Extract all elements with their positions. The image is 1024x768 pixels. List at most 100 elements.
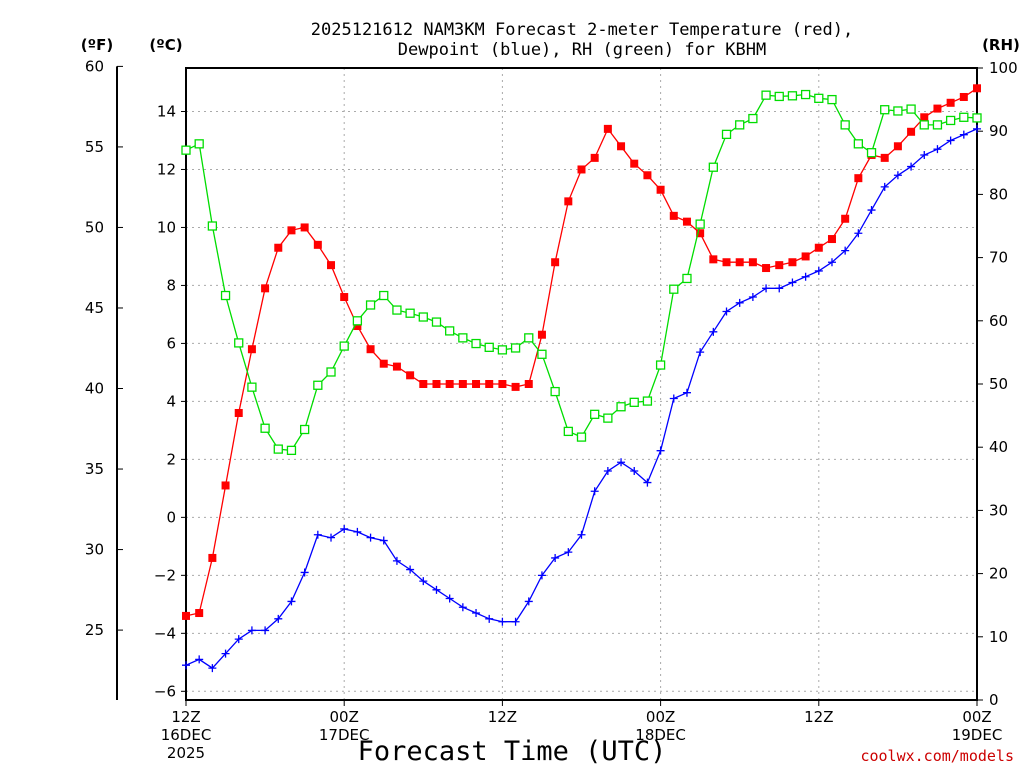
x-axis-title: Forecast Time (UTC) <box>358 736 667 767</box>
data-point <box>617 142 626 151</box>
data-point <box>564 197 573 206</box>
data-point <box>854 229 863 238</box>
data-point <box>907 162 916 171</box>
data-point <box>761 90 771 100</box>
data-point <box>841 246 850 255</box>
data-point <box>182 611 190 620</box>
fahrenheit-tick-label: 40 <box>85 380 104 398</box>
celsius-tick-label: 8 <box>166 276 176 294</box>
data-point <box>920 150 929 159</box>
x-tick-label: 12Z <box>488 708 517 726</box>
data-point <box>353 527 362 536</box>
rh-tick-label: 70 <box>989 249 1008 267</box>
data-point <box>959 112 969 122</box>
celsius-tick-label: −4 <box>154 624 176 642</box>
data-point <box>853 139 863 149</box>
data-point <box>498 617 507 626</box>
x-tick-label: 12Z <box>171 708 200 726</box>
data-point <box>801 272 810 281</box>
data-point <box>814 266 823 275</box>
data-point <box>195 655 204 664</box>
data-point <box>696 229 705 238</box>
data-point <box>893 106 903 116</box>
data-point <box>933 104 942 113</box>
data-point <box>365 300 376 310</box>
data-point <box>590 409 600 419</box>
data-point <box>827 235 836 244</box>
rh-tick-label: 90 <box>989 122 1008 140</box>
fahrenheit-tick-label: 35 <box>85 460 104 478</box>
data-point <box>695 219 705 229</box>
data-point <box>340 524 349 533</box>
data-point <box>220 290 231 301</box>
x-tick-label: 12Z <box>804 708 833 726</box>
data-point <box>182 661 190 670</box>
data-point <box>287 597 296 606</box>
data-point <box>234 338 244 348</box>
data-point <box>472 609 481 618</box>
data-point <box>933 145 942 154</box>
x-tick-label: 17DEC <box>319 726 370 744</box>
data-point <box>326 367 336 377</box>
data-point <box>643 171 652 180</box>
data-point <box>208 664 217 673</box>
data-point <box>419 577 428 586</box>
data-point <box>273 444 283 454</box>
data-point <box>959 130 968 139</box>
data-point <box>893 142 902 151</box>
rh-tick-label: 10 <box>989 628 1008 646</box>
data-point <box>207 221 218 231</box>
data-point <box>669 211 678 220</box>
x-tick-label: 2025 <box>167 744 205 762</box>
data-point <box>787 91 798 101</box>
data-point <box>748 258 757 267</box>
data-point <box>379 359 388 368</box>
data-point <box>748 293 757 302</box>
fahrenheit-tick-label: 25 <box>85 621 104 639</box>
data-point <box>445 326 455 336</box>
celsius-tick-label: 10 <box>157 218 176 236</box>
data-point <box>352 316 363 326</box>
data-point <box>537 349 547 359</box>
data-point <box>880 105 890 115</box>
data-point <box>656 185 665 194</box>
grid-lines <box>186 68 977 700</box>
data-point <box>840 120 850 130</box>
data-point <box>590 487 599 496</box>
data-point <box>458 333 468 343</box>
data-point <box>431 317 442 327</box>
data-point <box>327 261 336 270</box>
series-2-meter-temperature <box>182 84 981 620</box>
data-point <box>510 343 521 353</box>
data-point <box>313 240 322 249</box>
data-point <box>642 396 653 406</box>
data-point <box>563 426 573 437</box>
data-point <box>866 148 877 158</box>
data-point <box>708 162 718 172</box>
data-point <box>920 113 929 122</box>
data-point <box>629 397 639 407</box>
data-point <box>973 84 981 93</box>
data-point <box>511 617 520 626</box>
data-point <box>801 252 810 261</box>
data-point <box>406 371 415 380</box>
data-point <box>261 626 270 635</box>
data-point <box>458 380 467 388</box>
data-point <box>485 380 494 388</box>
fahrenheit-tick-label: 60 <box>85 57 104 75</box>
data-point <box>484 342 494 352</box>
data-point <box>551 553 560 562</box>
data-point <box>682 388 691 397</box>
data-point <box>880 153 889 162</box>
data-point <box>221 649 230 658</box>
plot-frame <box>185 67 978 701</box>
data-point <box>418 312 428 322</box>
data-point <box>709 327 718 336</box>
data-point <box>762 284 771 293</box>
data-point <box>854 174 863 183</box>
data-point <box>524 380 533 388</box>
data-point <box>524 597 533 606</box>
data-point <box>814 243 823 252</box>
